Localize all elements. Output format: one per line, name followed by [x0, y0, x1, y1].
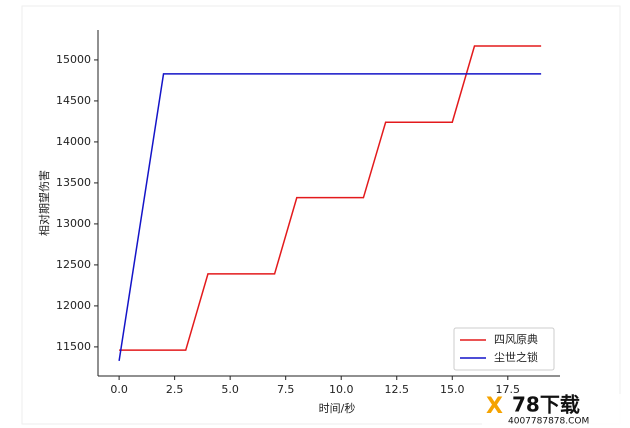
x-axis-label: 时间/秒 — [319, 401, 356, 415]
legend-label: 尘世之锁 — [494, 350, 538, 364]
y-tick-label: 13000 — [56, 217, 91, 230]
watermark-x: X — [486, 394, 503, 419]
x-tick-label: 15.0 — [440, 383, 465, 396]
x-tick-label: 17.5 — [496, 383, 521, 396]
line-series — [119, 45, 542, 351]
y-tick-label: 14500 — [56, 94, 91, 107]
x-tick-label: 10.0 — [329, 383, 354, 396]
legend-label: 四风原典 — [494, 332, 538, 346]
y-tick-label: 12000 — [56, 299, 91, 312]
x-tick-label: 2.5 — [166, 383, 184, 396]
x-tick-label: 7.5 — [277, 383, 295, 396]
watermark-text: 78下载 — [512, 393, 580, 417]
line-series — [118, 73, 542, 361]
x-tick-label: 12.5 — [384, 383, 409, 396]
y-tick-label: 13500 — [56, 176, 91, 189]
y-tick-label: 12500 — [56, 258, 91, 271]
frame — [21, 5, 621, 425]
y-axis-label: 相对期望伤害 — [37, 170, 51, 236]
watermark-url: 4007787878.COM — [508, 417, 589, 427]
y-tick-label: 14000 — [56, 135, 91, 148]
watermark: X 78下载 4007787878.COM — [482, 393, 622, 427]
x-tick-label: 5.0 — [221, 383, 239, 396]
watermark-bg — [482, 394, 622, 426]
legend-box — [453, 327, 555, 371]
x-tick-label: 0.0 — [110, 383, 128, 396]
y-tick-label: 11500 — [56, 340, 91, 353]
y-tick-label: 15000 — [56, 53, 91, 66]
